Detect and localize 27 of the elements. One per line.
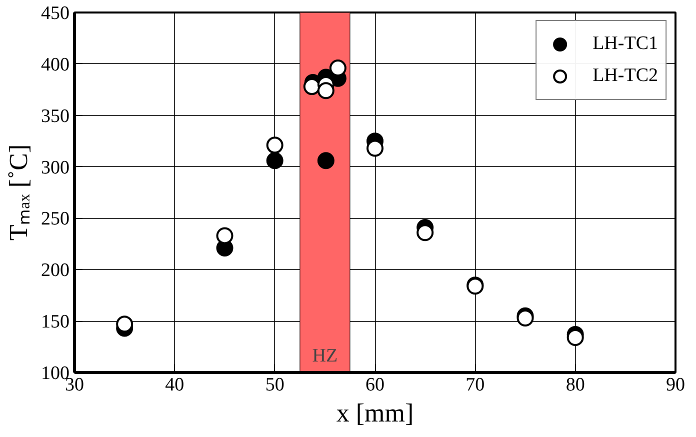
x-tick-label: 80 — [566, 374, 585, 396]
x-tick-label: 90 — [666, 374, 685, 396]
y-axis-title: Tₘₐₓ [˚C] — [4, 144, 33, 241]
point — [416, 224, 434, 242]
legend-label: LH-TC1 — [592, 33, 658, 55]
point — [116, 316, 134, 333]
x-axis-title: x [mm] — [336, 398, 414, 428]
x-tick-label: 70 — [466, 374, 485, 396]
point — [566, 329, 584, 346]
x-tick-label: 50 — [265, 374, 284, 396]
point — [266, 152, 284, 170]
point — [266, 136, 284, 154]
y-tick-label: 250 — [41, 208, 70, 230]
y-tick-label: 200 — [41, 260, 70, 282]
x-tick-label: 60 — [366, 374, 384, 396]
y-tick-label: 350 — [41, 106, 70, 127]
y-tick-label: 400 — [41, 54, 70, 76]
point — [516, 310, 534, 326]
point — [366, 140, 384, 157]
legend-label: LH-TC2 — [592, 65, 658, 87]
x-tick-label: 40 — [165, 374, 184, 396]
y-tick-label: 450 — [41, 3, 70, 24]
y-tick-label: 300 — [41, 157, 70, 178]
point — [317, 82, 334, 100]
y-tick-label: 150 — [41, 312, 70, 333]
point — [317, 152, 334, 170]
band-label: HZ — [312, 346, 338, 366]
